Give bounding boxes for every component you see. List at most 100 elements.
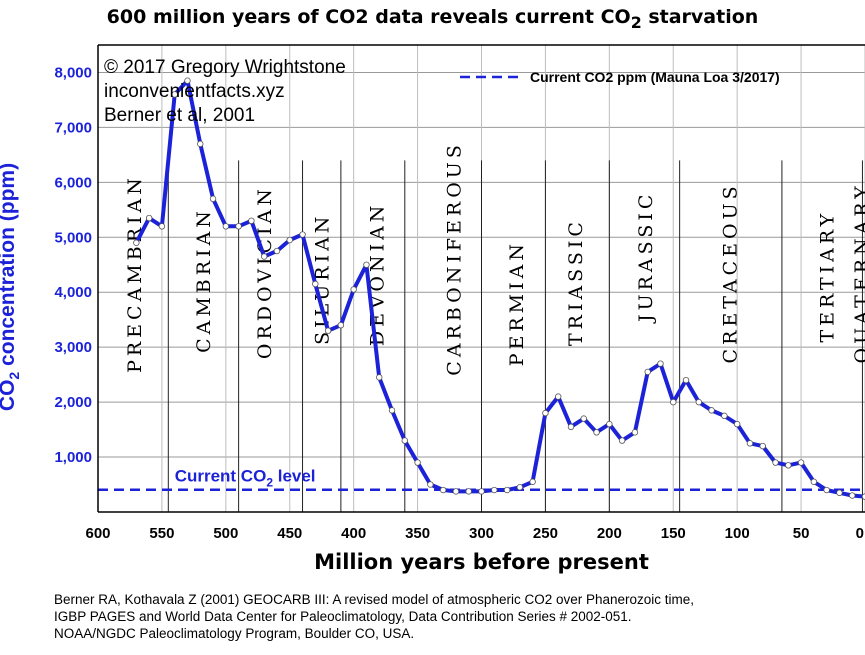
y-axis-label-text: CO bbox=[0, 379, 19, 412]
data-point bbox=[593, 429, 600, 436]
data-point bbox=[350, 286, 357, 293]
data-point bbox=[260, 253, 268, 260]
x-tick-label: 300 bbox=[469, 525, 494, 542]
axis-layer bbox=[97, 44, 865, 513]
data-point bbox=[337, 322, 345, 329]
period-label: TERTIARY bbox=[817, 210, 839, 343]
y-axis-label: CO2 concentration (ppm) bbox=[0, 163, 22, 411]
data-point bbox=[849, 492, 856, 499]
annotation-layer: © 2017 Gregory Wrightstone inconvenientfa… bbox=[104, 57, 780, 126]
data-point bbox=[555, 393, 562, 400]
period-label: JURASSIC bbox=[635, 191, 657, 324]
data-point bbox=[861, 493, 865, 500]
source-citation: Berner RA, Kothavala Z (2001) GEOCARB II… bbox=[54, 591, 854, 642]
legend-label: Current CO2 ppm (Mauna Loa 3/2017) bbox=[530, 69, 780, 85]
period-label: PRECAMBRIAN bbox=[124, 174, 146, 373]
period-label: DEVONIAN bbox=[367, 202, 389, 347]
source-line-1: Berner RA, Kothavala Z (2001) GEOCARB II… bbox=[54, 592, 695, 607]
period-boundaries bbox=[167, 160, 863, 512]
data-point bbox=[721, 412, 728, 420]
data-point bbox=[682, 376, 690, 384]
x-tick-label: 400 bbox=[341, 525, 366, 542]
data-point bbox=[670, 398, 677, 406]
co2-series-line bbox=[134, 78, 865, 499]
reference-line-layer: Current CO2 level bbox=[98, 467, 865, 491]
data-point bbox=[465, 488, 472, 495]
data-point bbox=[657, 360, 664, 367]
data-point bbox=[158, 223, 166, 230]
data-point bbox=[823, 486, 830, 494]
current-level-label: Current CO2 level bbox=[175, 467, 316, 490]
source-line-2: IGBP PAGES and World Data Center for Pal… bbox=[54, 609, 632, 624]
chart-title: 600 million years of CO2 data reveals cu… bbox=[0, 6, 865, 32]
annotation-text: Berner et al, 2001 bbox=[104, 105, 255, 126]
data-point bbox=[235, 223, 242, 230]
data-point bbox=[197, 140, 204, 148]
data-point bbox=[414, 459, 421, 466]
data-point bbox=[797, 459, 805, 466]
data-point bbox=[427, 481, 434, 488]
data-point bbox=[708, 407, 715, 414]
period-label: CRETACEOUS bbox=[719, 182, 741, 363]
data-point bbox=[363, 261, 370, 268]
period-label: PERMIAN bbox=[506, 240, 528, 366]
chart-title-subscript: 2 bbox=[630, 12, 642, 32]
data-point bbox=[452, 488, 460, 495]
data-point bbox=[376, 374, 383, 381]
data-point bbox=[478, 488, 485, 495]
data-point bbox=[248, 217, 255, 225]
data-point bbox=[324, 327, 332, 334]
y-tick-label: 1,000 bbox=[54, 449, 92, 466]
x-tick-label: 50 bbox=[793, 525, 810, 542]
x-tick-label: 150 bbox=[661, 525, 686, 542]
x-tick-label: 550 bbox=[149, 525, 174, 542]
y-tick-label: 4,000 bbox=[54, 284, 92, 301]
chart-title-text: 600 million years of CO2 data reveals cu… bbox=[106, 6, 631, 28]
y-axis-label-subscript: 2 bbox=[6, 371, 23, 380]
data-point bbox=[695, 398, 703, 406]
data-point bbox=[312, 280, 319, 288]
data-point bbox=[810, 478, 818, 485]
data-point bbox=[746, 440, 754, 447]
x-tick-label: 500 bbox=[213, 525, 238, 542]
x-tick-label: 350 bbox=[405, 525, 430, 542]
data-point bbox=[631, 429, 639, 436]
x-tick-label: 600 bbox=[85, 525, 110, 542]
data-point bbox=[388, 407, 396, 414]
data-point bbox=[209, 195, 217, 203]
data-point bbox=[286, 236, 293, 244]
data-point bbox=[542, 409, 549, 417]
data-point bbox=[491, 486, 498, 494]
data-point bbox=[644, 368, 651, 376]
x-tick-label: 450 bbox=[277, 525, 302, 542]
data-point bbox=[529, 478, 536, 485]
y-tick-label: 7,000 bbox=[54, 119, 92, 136]
period-label: CAMBRIAN bbox=[193, 207, 215, 353]
data-point bbox=[171, 91, 178, 98]
y-tick-label: 8,000 bbox=[54, 64, 92, 81]
period-label: SILURIAN bbox=[312, 213, 334, 345]
x-tick-label: 100 bbox=[725, 525, 750, 542]
data-point bbox=[836, 489, 843, 496]
series-layer bbox=[133, 77, 865, 500]
x-tick-label: 200 bbox=[597, 525, 622, 542]
annotation-text: © 2017 Gregory Wrightstone bbox=[104, 57, 346, 78]
source-line-3: NOAA/NGDC Paleoclimatology Program, Boul… bbox=[54, 626, 415, 641]
data-point bbox=[273, 247, 281, 255]
data-point bbox=[567, 423, 575, 431]
y-tick-label: 6,000 bbox=[54, 174, 92, 191]
tick-labels: 1,000 2,000 3,000 4,000 5,000 6,000 7,000 8,000… bbox=[54, 64, 864, 542]
period-label: ORDOVICIAN bbox=[254, 185, 276, 359]
data-point bbox=[772, 459, 779, 466]
data-point bbox=[516, 484, 524, 491]
annotation-text: inconvenientfacts.xyz bbox=[104, 81, 285, 102]
data-point bbox=[580, 415, 587, 422]
period-label: QUATERNARY bbox=[851, 182, 865, 363]
x-tick-label: 250 bbox=[533, 525, 558, 542]
period-labels: PRECAMBRIAN CAMBRIAN ORDOVICIAN SILURIAN DEV… bbox=[124, 141, 865, 376]
y-tick-label: 3,000 bbox=[54, 339, 92, 356]
x-axis-label: Million years before present bbox=[314, 550, 649, 574]
y-tick-label: 2,000 bbox=[54, 394, 92, 411]
data-point bbox=[133, 239, 140, 246]
data-point bbox=[222, 223, 230, 230]
